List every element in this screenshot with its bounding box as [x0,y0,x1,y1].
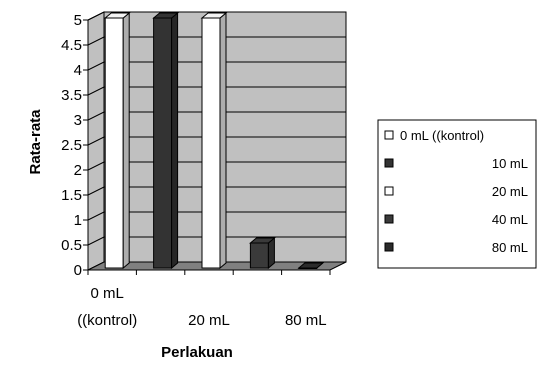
y-tick-label: 1 [74,212,82,229]
bar-top [249,237,276,244]
y-tick-label: 2 [74,162,82,179]
gridline-side [87,211,105,221]
y-tick-label: 1.5 [61,187,82,204]
legend-label: 20 mL [492,184,528,199]
legend-swatch [384,130,394,140]
gridline-side [87,61,105,71]
x-axis-ticks: 0 mL ((kontrol) 20 mL 80 mL [77,270,331,329]
y-tick-label: 3.5 [61,87,82,104]
y-axis-title: Rata-rata [27,109,44,175]
x-tick-label: 20 mL [188,312,230,329]
legend-swatch [384,242,394,252]
gridline-side [87,136,105,146]
x-tick-label: 0 mL [91,285,124,302]
gridline-side [87,36,105,46]
bar-side [122,11,130,270]
gridline-side [87,161,105,171]
legend: 0 mL ((kontrol) 10 mL 20 mL 40 mL 80 mL [377,119,537,269]
legend-label: 80 mL [492,240,528,255]
legend-label: 40 mL [492,212,528,227]
bar-top [297,262,325,269]
gridline-side [87,186,105,196]
y-axis-ticks: 0 0.5 1 1.5 2 2.5 3 3.5 4 4.5 5 [61,12,89,279]
gridline-side [87,11,105,21]
bar [200,11,228,270]
bar-front [201,17,221,269]
x-axis-title: Perlakuan [161,344,233,361]
bar-side [171,11,179,270]
y-tick-label: 3 [74,112,82,129]
x-tick-label: 80 mL [285,312,327,329]
y-tick-label: 5 [74,12,82,29]
bar [103,11,131,270]
legend-swatch [384,186,394,196]
bar-top [103,12,131,19]
legend-label: 10 mL [492,156,528,171]
gridline-side [87,111,105,121]
bar [249,236,276,270]
gridline-side [87,86,105,96]
bars-group [103,11,325,270]
bar-front [153,17,173,269]
bar [297,262,325,269]
legend-swatch [384,158,394,168]
bar [152,11,179,270]
legend-label: 0 mL ((kontrol) [400,128,484,143]
bar-front [249,242,269,269]
y-tick-label: 4.5 [61,37,82,54]
gridline-side [87,236,105,246]
y-tick-label: 0.5 [61,237,82,254]
bar-top [200,12,228,19]
x-tick-label: ((kontrol) [77,312,137,329]
legend-swatch [384,214,394,224]
bar-front [104,17,124,269]
bar-side [219,11,227,270]
y-tick-label: 2.5 [61,137,82,154]
y-tick-label: 0 [74,262,82,279]
bar-top [152,12,179,19]
legend-box [377,119,537,269]
y-tick-label: 4 [74,62,82,79]
